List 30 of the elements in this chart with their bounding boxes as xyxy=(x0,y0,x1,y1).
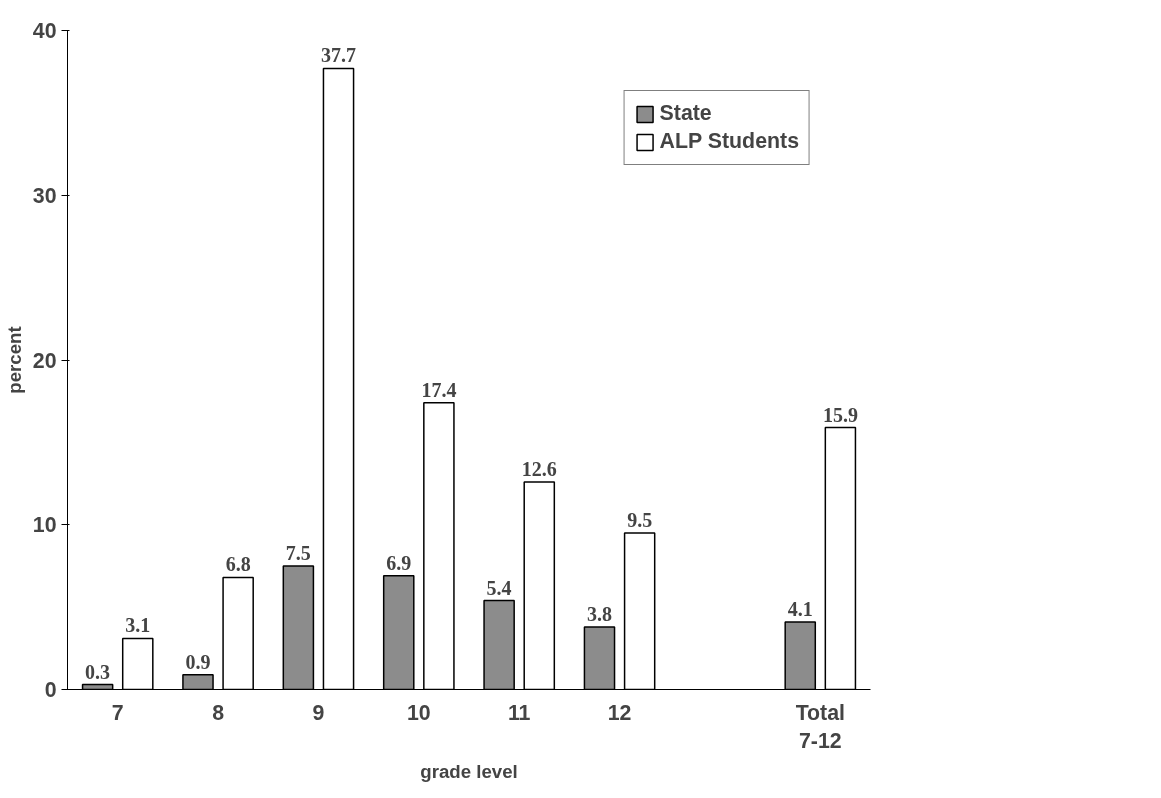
x-tick-label: 8 xyxy=(212,700,225,725)
data-label: 6.9 xyxy=(386,551,412,574)
x-tick-label: 9 xyxy=(312,700,325,725)
x-tick-label: Total 7-12 xyxy=(795,700,846,754)
data-label: 5.4 xyxy=(486,576,512,599)
data-label: 6.8 xyxy=(225,553,251,576)
y-tick-label: 20 xyxy=(32,348,57,373)
x-tick-label: 11 xyxy=(507,700,531,725)
y-tick-label: 40 xyxy=(32,19,57,43)
data-label: 9.5 xyxy=(627,508,653,531)
data-label: 4.1 xyxy=(787,597,813,620)
data-label: 0.9 xyxy=(185,650,211,673)
data-label: 7.5 xyxy=(285,541,311,564)
legend-label: ALP Students xyxy=(659,129,799,154)
data-label: 12.6 xyxy=(521,457,557,480)
y-axis-title: percent xyxy=(3,326,25,394)
x-tick-label: 10 xyxy=(406,700,431,725)
y-tick-label: 0 xyxy=(44,678,57,702)
data-label: 3.1 xyxy=(125,614,151,637)
y-tick-label: 10 xyxy=(32,513,57,538)
x-tick-label: 7 xyxy=(111,700,124,725)
data-label: 15.9 xyxy=(822,403,858,426)
x-axis-title: grade level xyxy=(420,761,518,783)
data-label: 3.8 xyxy=(586,602,612,625)
y-tick-label: 30 xyxy=(32,183,57,208)
data-label: 0.3 xyxy=(85,660,111,683)
data-label: 17.4 xyxy=(421,378,457,401)
legend-label: State xyxy=(659,101,712,126)
x-tick-label: 12 xyxy=(607,700,632,725)
data-label: 37.7 xyxy=(321,44,357,67)
